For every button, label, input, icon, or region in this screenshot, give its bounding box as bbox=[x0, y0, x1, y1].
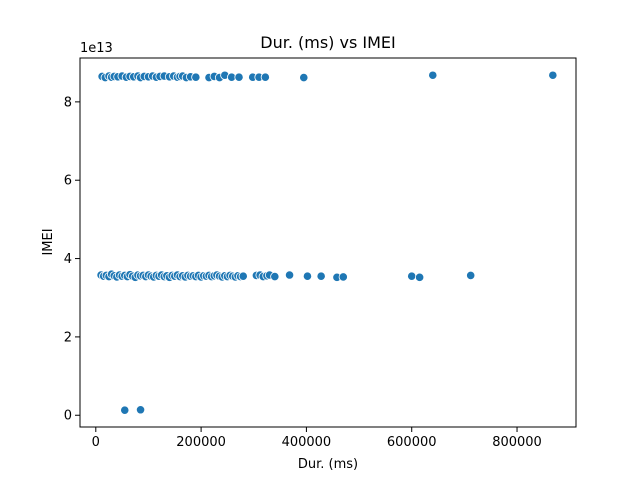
y-tick-label: 0 bbox=[64, 409, 72, 424]
data-point bbox=[415, 272, 425, 282]
chart-title: Dur. (ms) vs IMEI bbox=[260, 33, 395, 52]
x-tick-label: 400000 bbox=[282, 435, 332, 450]
points-layer bbox=[96, 70, 558, 415]
y-tick-label: 6 bbox=[64, 174, 72, 189]
data-point bbox=[407, 271, 417, 281]
x-axis-ticks: 0 200000 400000 600000 800000 bbox=[92, 427, 542, 450]
data-point bbox=[466, 270, 476, 280]
data-point bbox=[316, 271, 326, 281]
data-point bbox=[191, 72, 201, 82]
plot-frame bbox=[79, 57, 577, 428]
data-point bbox=[234, 72, 244, 82]
x-tick-label: 0 bbox=[92, 435, 100, 450]
data-point bbox=[299, 72, 309, 83]
data-point bbox=[428, 70, 438, 80]
x-tick-label: 800000 bbox=[492, 435, 542, 450]
x-tick-label: 600000 bbox=[387, 435, 437, 450]
data-point bbox=[238, 271, 248, 281]
data-point bbox=[135, 405, 146, 415]
y-axis-offset-text: 1e13 bbox=[80, 41, 113, 56]
data-point bbox=[260, 72, 270, 82]
x-tick-label: 200000 bbox=[176, 435, 226, 450]
data-point bbox=[338, 272, 348, 282]
data-point bbox=[548, 70, 558, 80]
y-axis-ticks: 0 2 4 6 8 bbox=[64, 95, 80, 424]
data-point bbox=[270, 271, 280, 282]
y-tick-label: 8 bbox=[64, 95, 72, 110]
y-tick-label: 2 bbox=[64, 330, 72, 345]
data-point bbox=[284, 270, 295, 280]
y-axis-label: IMEI bbox=[41, 228, 56, 255]
data-point bbox=[120, 405, 130, 415]
y-tick-label: 4 bbox=[64, 252, 72, 267]
x-axis-label: Dur. (ms) bbox=[298, 457, 358, 472]
data-point bbox=[302, 271, 313, 281]
